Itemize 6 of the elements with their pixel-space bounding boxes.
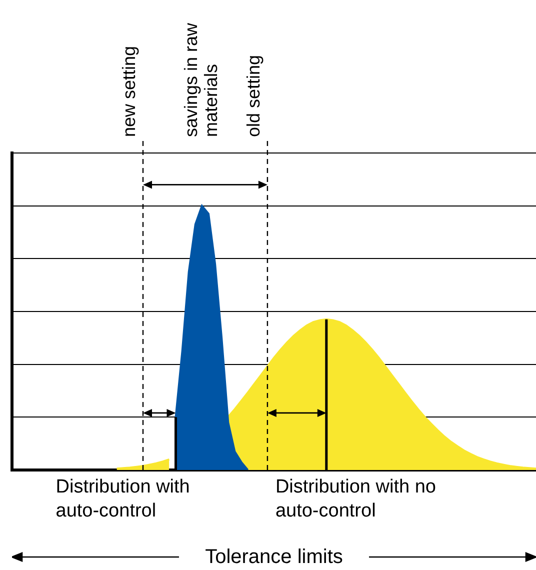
text: savings in raw materials <box>181 22 222 137</box>
series-label: Distribution with no auto-control <box>275 476 436 522</box>
series-label: Distribution with auto-control <box>56 476 190 522</box>
x-axis-title: Tolerance limits <box>204 546 344 568</box>
text: new setting <box>118 46 139 137</box>
text: old setting <box>243 54 264 137</box>
